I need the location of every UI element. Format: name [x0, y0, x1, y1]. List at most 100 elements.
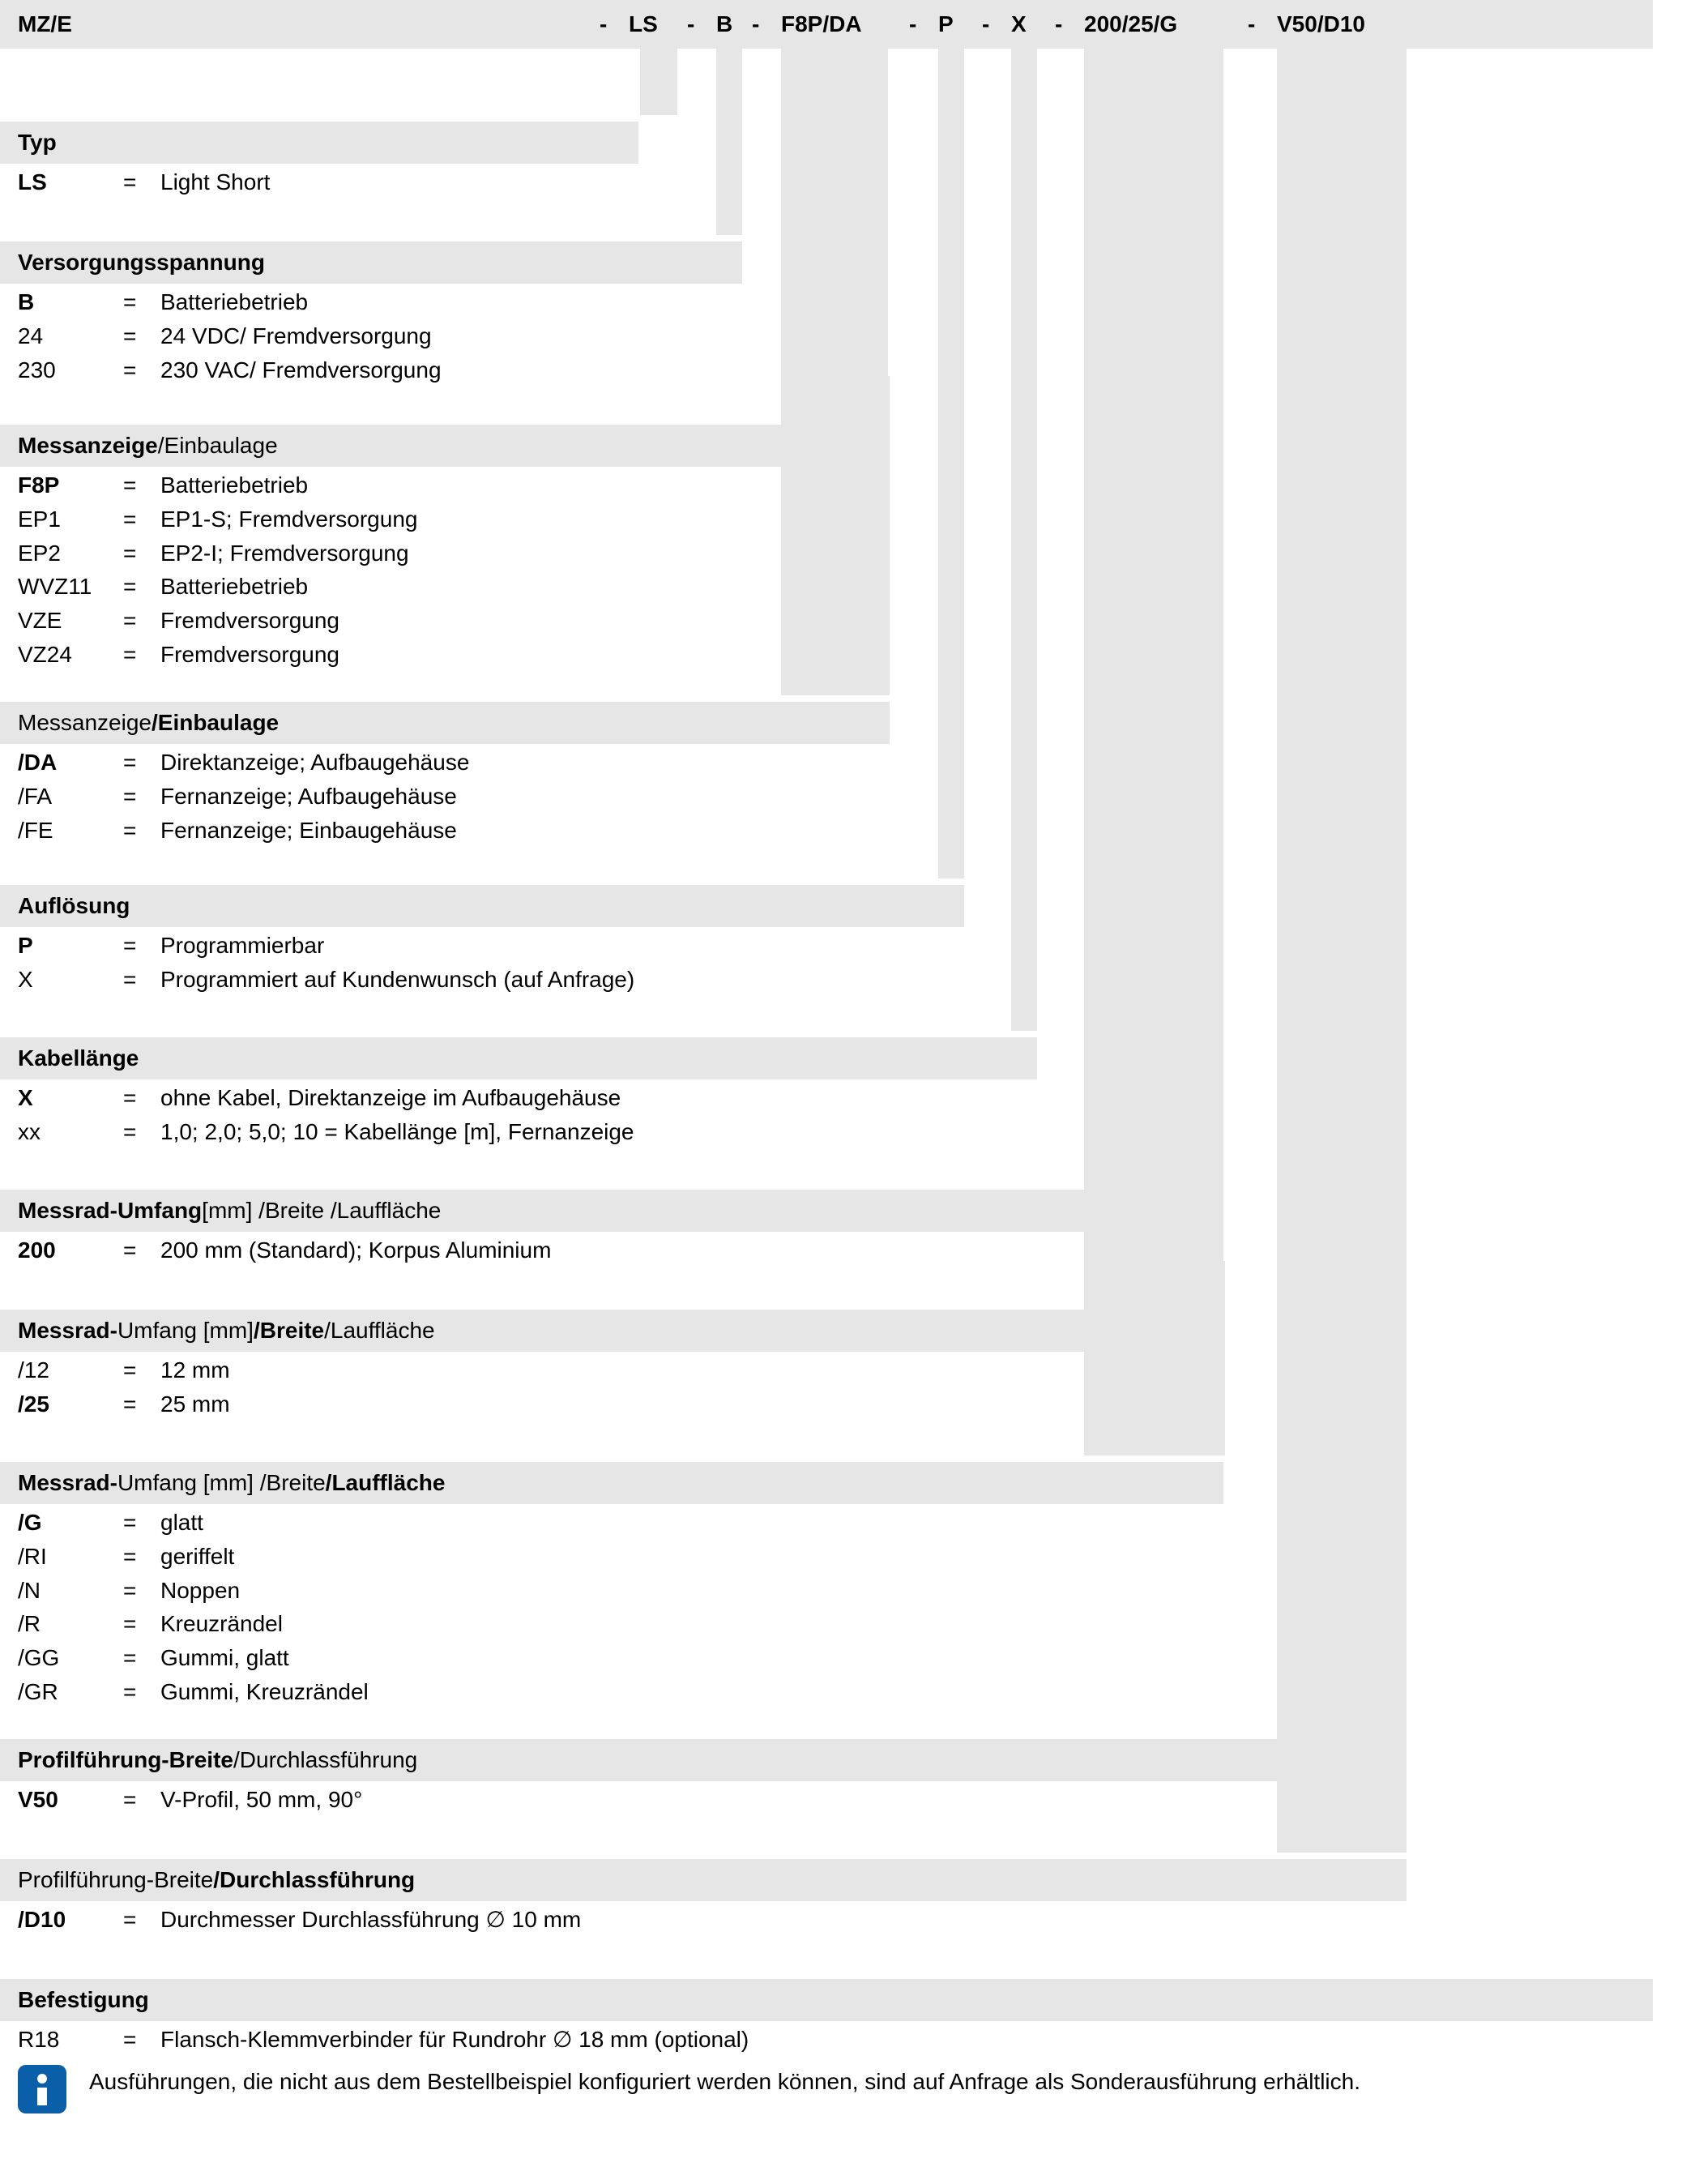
section-rows: /12=12 mm/25=25 mm — [0, 1352, 1653, 1441]
section-rows: X=ohne Kabel, Direktanzeige im Aufbaugeh… — [0, 1079, 1653, 1169]
option-row: F8P=Batteriebetrieb — [18, 468, 1653, 502]
option-desc: 24 VDC/ Fremdversorgung — [160, 321, 1653, 352]
option-desc: Durchmesser Durchlassführung ∅ 10 mm — [160, 1904, 1653, 1935]
equals-sign: = — [123, 964, 160, 995]
code-segment: X — [1011, 9, 1027, 40]
option-code: /FA — [18, 781, 123, 812]
option-row: P=Programmierbar — [18, 929, 1653, 963]
code-dash: - — [1248, 9, 1255, 40]
option-desc: Fernanzeige; Aufbaugehäuse — [160, 781, 1653, 812]
option-code: V50 — [18, 1784, 123, 1815]
section: KabellängeX=ohne Kabel, Direktanzeige im… — [0, 1037, 1653, 1169]
option-desc: Programmierbar — [160, 930, 1653, 961]
info-icon — [18, 2065, 66, 2113]
equals-sign: = — [123, 1389, 160, 1420]
option-desc: Light Short — [160, 167, 1653, 198]
option-code: /12 — [18, 1355, 123, 1386]
code-dash: - — [1055, 9, 1062, 40]
section-rows: B=Batteriebetrieb24=24 VDC/ Fremdversorg… — [0, 284, 1653, 406]
option-row: /D10=Durchmesser Durchlassführung ∅ 10 m… — [18, 1903, 1653, 1937]
option-code: /RI — [18, 1541, 123, 1572]
option-code: /R — [18, 1609, 123, 1639]
option-row: X=ohne Kabel, Direktanzeige im Aufbaugeh… — [18, 1081, 1653, 1115]
equals-sign: = — [123, 1541, 160, 1572]
section-rows: F8P=BatteriebetriebEP1=EP1-S; Fremdverso… — [0, 467, 1653, 691]
option-code: VZ24 — [18, 639, 123, 670]
option-desc: Kreuzrändel — [160, 1609, 1653, 1639]
section-title-bar: Kabellänge — [0, 1037, 1037, 1079]
option-code: P — [18, 930, 123, 961]
option-row: EP1=EP1-S; Fremdversorgung — [18, 502, 1653, 536]
equals-sign: = — [123, 1083, 160, 1113]
section-title-bar: Typ — [0, 122, 638, 164]
equals-sign: = — [123, 605, 160, 636]
option-row: /N=Noppen — [18, 1574, 1653, 1608]
section-rows: /DA=Direktanzeige; Aufbaugehäuse/FA=Fern… — [0, 744, 1653, 866]
equals-sign: = — [123, 1575, 160, 1606]
option-code: 24 — [18, 321, 123, 352]
section: Messanzeige /Einbaulage/DA=Direktanzeige… — [0, 702, 1653, 866]
option-row: /R=Kreuzrändel — [18, 1607, 1653, 1641]
option-row: /GR=Gummi, Kreuzrändel — [18, 1675, 1653, 1709]
option-desc: EP1-S; Fremdversorgung — [160, 504, 1653, 535]
option-desc: Batteriebetrieb — [160, 287, 1653, 318]
section: VersorgungsspannungB=Batteriebetrieb24=2… — [0, 241, 1653, 406]
section-title-bar: Messrad-Umfang [mm] /Breite /Lauffläche — [0, 1190, 1129, 1232]
option-desc: Fremdversorgung — [160, 639, 1653, 670]
option-code: /DA — [18, 747, 123, 778]
equals-sign: = — [123, 167, 160, 198]
section-title-bar: Messanzeige /Einbaulage — [0, 702, 890, 744]
code-base: MZ/E — [18, 9, 72, 40]
section: Profilführung-Breite /Durchlassführung/D… — [0, 1859, 1653, 1956]
section: Profilführung-Breite /DurchlassführungV5… — [0, 1739, 1653, 1836]
option-code: /25 — [18, 1389, 123, 1420]
equals-sign: = — [123, 571, 160, 602]
option-row: /25=25 mm — [18, 1387, 1653, 1421]
section-rows: LS=Light Short — [0, 164, 1653, 219]
option-row: X=Programmiert auf Kundenwunsch (auf Anf… — [18, 963, 1653, 997]
option-row: /DA=Direktanzeige; Aufbaugehäuse — [18, 746, 1653, 780]
option-desc: Fremdversorgung — [160, 605, 1653, 636]
option-desc: 12 mm — [160, 1355, 1653, 1386]
option-row: VZE=Fremdversorgung — [18, 604, 1653, 638]
code-segment: 200/25/G — [1084, 9, 1177, 40]
equals-sign: = — [123, 747, 160, 778]
equals-sign: = — [123, 1355, 160, 1386]
equals-sign: = — [123, 355, 160, 386]
equals-sign: = — [123, 538, 160, 569]
option-desc: 25 mm — [160, 1389, 1653, 1420]
equals-sign: = — [123, 1677, 160, 1707]
option-row: V50=V-Profil, 50 mm, 90° — [18, 1783, 1653, 1817]
section-title-bar: Befestigung — [0, 1979, 1653, 2021]
equals-sign: = — [123, 1235, 160, 1266]
option-row: VZ24=Fremdversorgung — [18, 638, 1653, 672]
option-code: X — [18, 1083, 123, 1113]
option-row: /12=12 mm — [18, 1353, 1653, 1387]
section: TypLS=Light Short — [0, 122, 1653, 219]
equals-sign: = — [123, 815, 160, 846]
order-code-header: MZ/E-LS-B-F8P/DA-P-X-200/25/G-V50/D10 — [0, 0, 1653, 49]
option-desc: 1,0; 2,0; 5,0; 10 = Kabellänge [m], Fern… — [160, 1117, 1653, 1148]
section: AuflösungP=ProgrammierbarX=Programmiert … — [0, 885, 1653, 1016]
option-row: 230=230 VAC/ Fremdversorgung — [18, 353, 1653, 387]
option-desc: V-Profil, 50 mm, 90° — [160, 1784, 1653, 1815]
option-desc: glatt — [160, 1507, 1653, 1538]
option-code: X — [18, 964, 123, 995]
equals-sign: = — [123, 639, 160, 670]
code-dash: - — [982, 9, 989, 40]
option-desc: Direktanzeige; Aufbaugehäuse — [160, 747, 1653, 778]
option-code: /FE — [18, 815, 123, 846]
section-title-bar: Messrad-Umfang [mm] /Breite /Lauffläche — [0, 1310, 1176, 1352]
option-desc: 200 mm (Standard); Korpus Aluminium — [160, 1235, 1653, 1266]
equals-sign: = — [123, 930, 160, 961]
code-dash: - — [600, 9, 607, 40]
section-title-bar: Versorgungsspannung — [0, 241, 742, 284]
option-row: /FA=Fernanzeige; Aufbaugehäuse — [18, 780, 1653, 814]
section-title-bar: Profilführung-Breite /Durchlassführung — [0, 1739, 1329, 1781]
option-code: xx — [18, 1117, 123, 1148]
code-segment: P — [938, 9, 954, 40]
equals-sign: = — [123, 1507, 160, 1538]
section-title-bar: Messrad-Umfang [mm] /Breite /Lauffläche — [0, 1462, 1223, 1504]
option-row: /G=glatt — [18, 1506, 1653, 1540]
option-row: xx=1,0; 2,0; 5,0; 10 = Kabellänge [m], F… — [18, 1115, 1653, 1149]
